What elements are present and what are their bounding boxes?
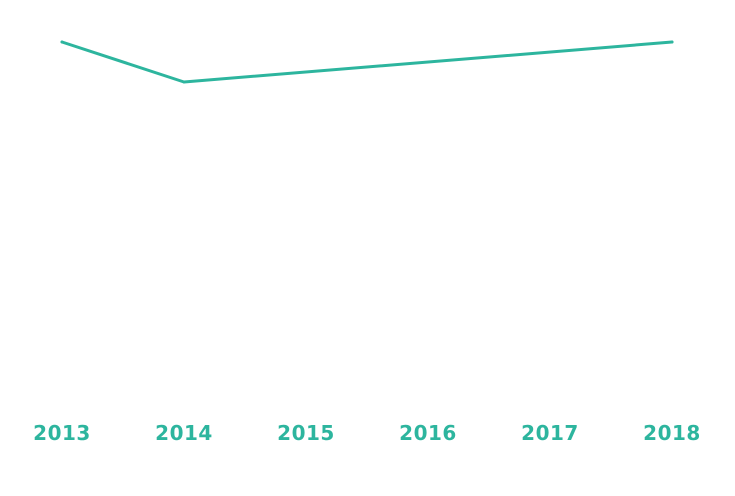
series-layer <box>60 40 674 84</box>
x-tick-label-2016: 2016 <box>399 421 457 445</box>
data-point-2018 <box>670 40 674 44</box>
data-point-2014 <box>182 80 186 84</box>
x-tick-label-2017: 2017 <box>521 421 579 445</box>
x-tick-label-2014: 2014 <box>155 421 213 445</box>
series-line-0 <box>60 40 674 84</box>
x-tick-label-2013: 2013 <box>33 421 91 445</box>
x-tick-label-2018: 2018 <box>643 421 701 445</box>
x-tick-label-2015: 2015 <box>277 421 335 445</box>
x-axis-tick-labels: 2013 2014 2015 2016 2017 2018 <box>33 421 701 445</box>
data-point-2013 <box>60 40 64 44</box>
